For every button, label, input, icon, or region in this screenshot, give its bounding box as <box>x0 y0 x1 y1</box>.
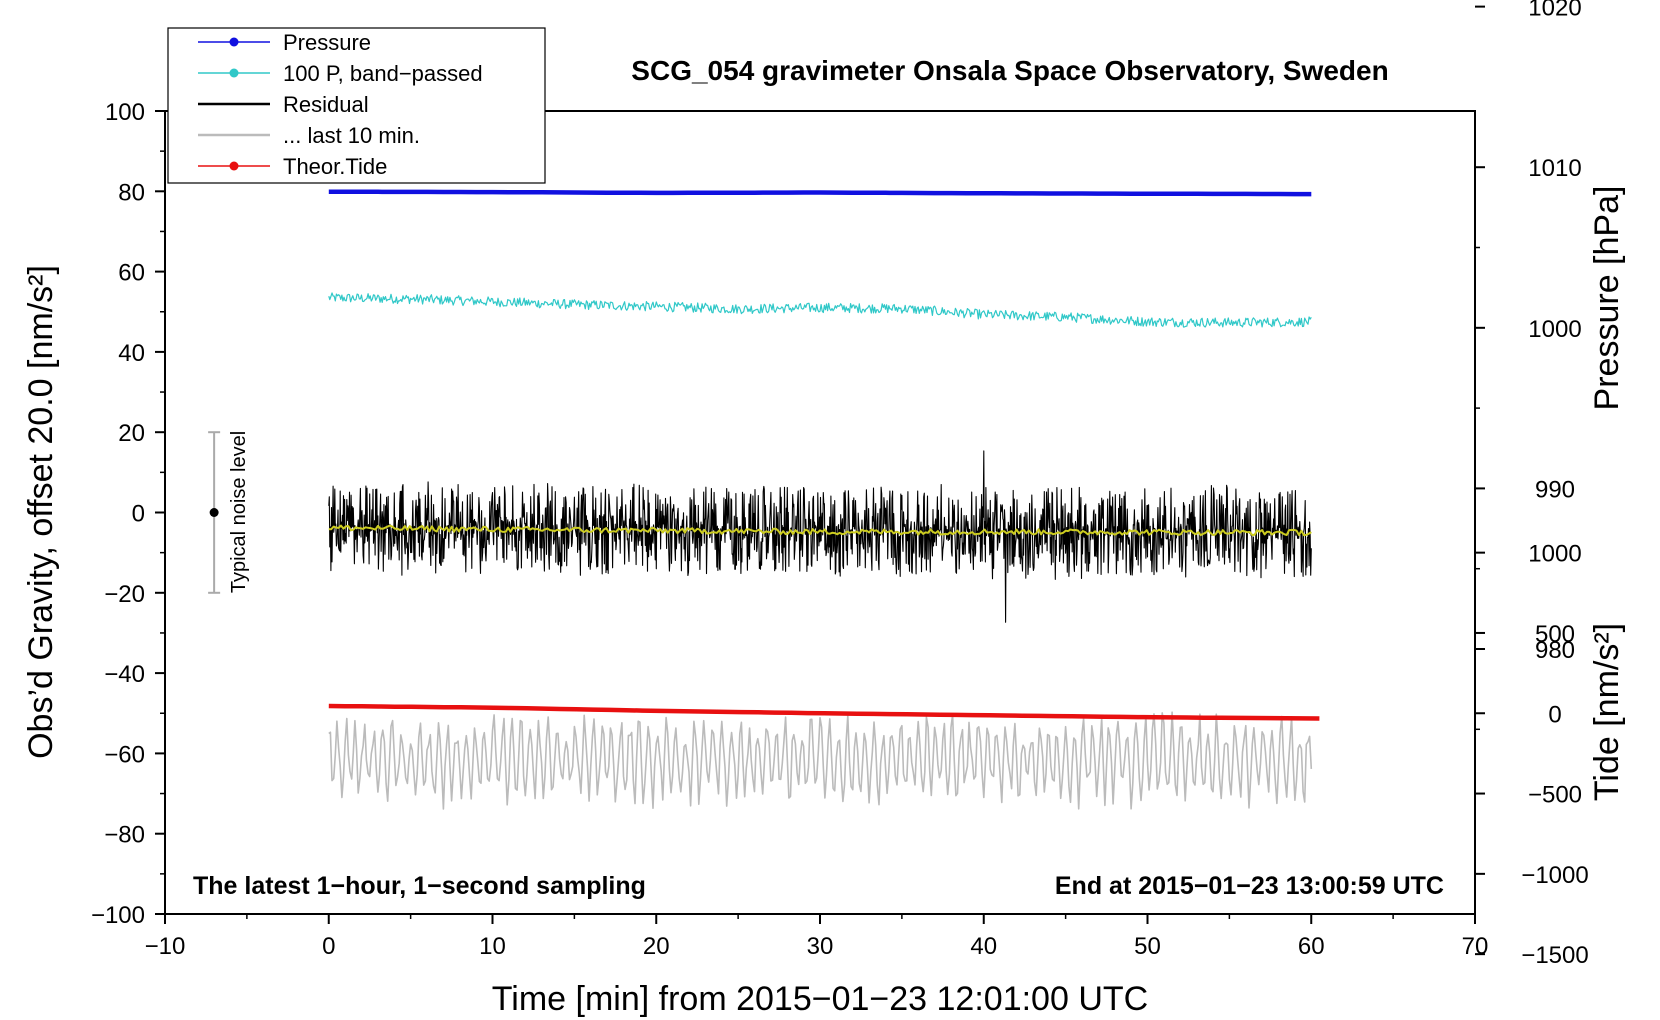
legend-label: Theor.Tide <box>283 154 387 179</box>
y-tick-label: −100 <box>91 902 145 929</box>
tide-tick-label: −500 <box>1528 782 1582 809</box>
legend-label: 100 P, band−passed <box>283 61 483 86</box>
x-tick-label: 30 <box>807 933 834 960</box>
series-band-passed <box>328 292 1312 328</box>
pressure-tick-label: 1020 <box>1528 0 1581 22</box>
sampling-note: The latest 1−hour, 1−second sampling <box>193 872 646 900</box>
y-tick-label: 60 <box>118 260 145 287</box>
x-tick-label: 70 <box>1462 933 1489 960</box>
y-tick-label: 100 <box>105 99 145 126</box>
legend-marker <box>229 161 239 171</box>
tide-tick-label: 0 <box>1548 701 1561 728</box>
x-tick-label: 60 <box>1298 933 1325 960</box>
y-tick-label: −40 <box>104 661 145 688</box>
legend-label: ... last 10 min. <box>283 123 420 148</box>
x-tick-label: 0 <box>322 933 335 960</box>
series-theor-tide <box>328 703 1320 721</box>
noise-level-indicator: Typical noise level <box>208 431 250 594</box>
y-tick-label: −80 <box>104 822 145 849</box>
x-tick-label: 40 <box>970 933 997 960</box>
series-last-10-min <box>328 711 1313 810</box>
series-residual <box>328 450 1312 623</box>
x-axis-label: Time [min] from 2015−01−23 12:01:00 UTC <box>492 980 1148 1018</box>
noise-level-dot <box>209 508 219 517</box>
noise-level-label: Typical noise level <box>228 431 250 593</box>
tide-tick-label: 500 <box>1535 621 1575 648</box>
legend-box <box>167 27 546 184</box>
legend: Pressure 100 P, band−passed Residual ... la… <box>167 27 546 184</box>
series-pressure <box>328 189 1312 197</box>
x-tick-label: −10 <box>145 933 186 960</box>
chart-title: SCG_054 gravimeter Onsala Space Observat… <box>631 55 1388 86</box>
y-tick-label: −60 <box>104 741 145 768</box>
legend-marker <box>229 37 239 47</box>
legend-label: Pressure <box>283 30 371 55</box>
axis-ticks: −10 0 10 20 30 40 50 60 70−100−80−60−40−20020406… <box>91 0 1589 969</box>
x-tick-label: 20 <box>643 933 670 960</box>
pressure-tick-label: 1010 <box>1528 155 1581 182</box>
y-tick-label: 20 <box>118 420 145 447</box>
y-axis-label-pressure: Pressure [hPa] <box>1588 186 1626 411</box>
y-tick-label: −20 <box>104 581 145 608</box>
x-tick-label: 50 <box>1134 933 1161 960</box>
y-tick-label: 80 <box>118 179 145 206</box>
pressure-tick-label: 990 <box>1535 476 1575 503</box>
y-tick-label: 0 <box>132 501 145 528</box>
pressure-tick-label: 980 <box>1535 637 1575 664</box>
pressure-tick-label: 1000 <box>1528 316 1581 343</box>
legend-label: Residual <box>283 92 369 117</box>
tide-tick-label: 1000 <box>1528 541 1581 568</box>
series-residual-smoothed <box>328 524 1312 537</box>
end-time-note: End at 2015−01−23 13:00:59 UTC <box>1055 872 1444 900</box>
y-axis-label-left: Obs’d Gravity, offset 20.0 [nm/s²] <box>22 265 60 759</box>
tide-tick-label: −1000 <box>1521 862 1588 889</box>
legend-marker <box>229 68 239 78</box>
tide-tick-label: −1500 <box>1521 942 1588 969</box>
y-tick-label: 40 <box>118 340 145 367</box>
y-axis-label-tide: Tide [nm/s²] <box>1588 623 1626 801</box>
x-tick-label: 10 <box>479 933 506 960</box>
data-series <box>328 189 1320 810</box>
